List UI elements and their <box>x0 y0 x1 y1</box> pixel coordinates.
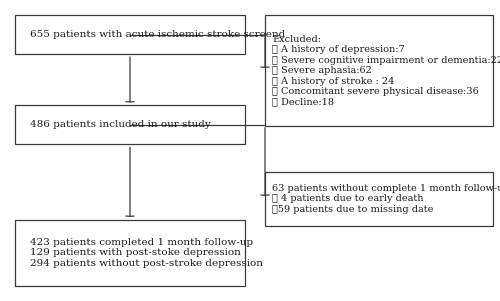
Bar <box>265 172 492 226</box>
Text: 486 patients included in our study: 486 patients included in our study <box>30 120 211 129</box>
Bar <box>15 220 245 286</box>
Bar <box>265 15 492 126</box>
Text: 655 patients with acute ischemic stroke screend: 655 patients with acute ischemic stroke … <box>30 30 285 39</box>
Bar <box>15 105 245 144</box>
Text: Excluded:
① A history of depression:7
② Severe cognitive impairment or dementia:: Excluded: ① A history of depression:7 ② … <box>272 35 500 107</box>
Text: 423 patients completed 1 month follow-up
129 patients with post-stoke depression: 423 patients completed 1 month follow-up… <box>30 238 263 268</box>
Text: 63 patients without complete 1 month follow-up
① 4 patients due to early death
②: 63 patients without complete 1 month fol… <box>272 184 500 214</box>
Bar <box>15 15 245 54</box>
